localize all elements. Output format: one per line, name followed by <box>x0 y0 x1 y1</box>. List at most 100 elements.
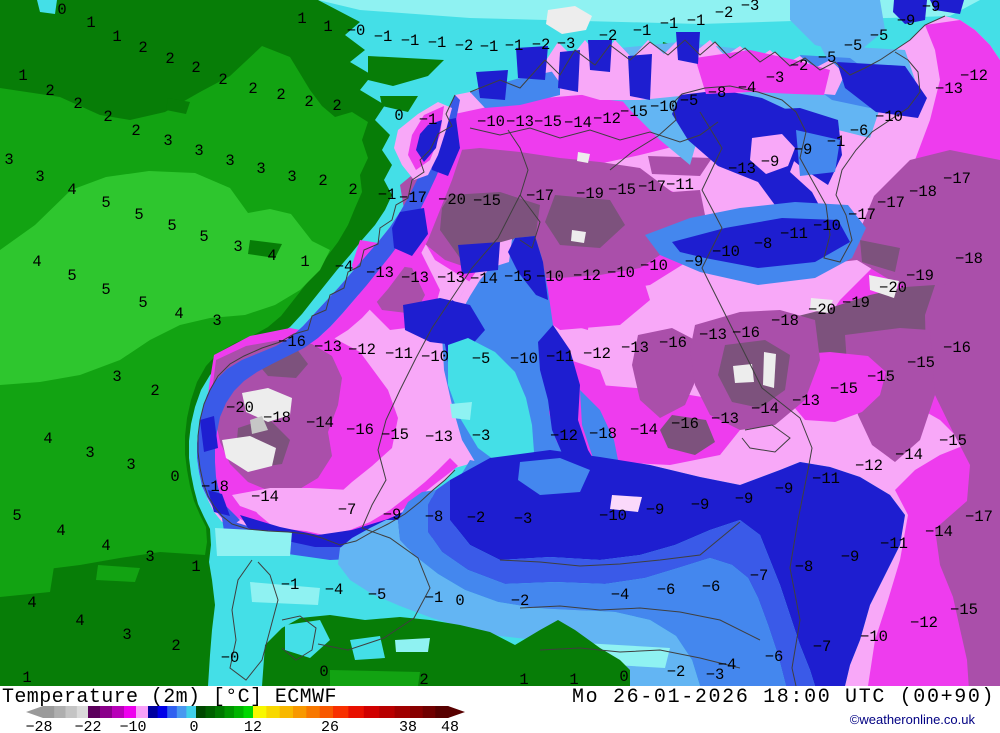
svg-text:1: 1 <box>569 671 578 686</box>
svg-text:2: 2 <box>332 97 341 115</box>
svg-text:0: 0 <box>319 663 328 681</box>
svg-text:−12: −12 <box>583 345 611 363</box>
svg-text:−10: −10 <box>477 113 505 131</box>
svg-text:−9: −9 <box>383 506 402 524</box>
svg-text:−18: −18 <box>771 312 799 330</box>
svg-text:0: 0 <box>619 668 628 686</box>
svg-text:−5: −5 <box>818 49 837 67</box>
svg-text:2: 2 <box>248 80 257 98</box>
svg-text:−13: −13 <box>401 269 429 287</box>
svg-text:−10: −10 <box>607 264 635 282</box>
svg-text:2: 2 <box>165 50 174 68</box>
svg-text:−1: −1 <box>827 133 846 151</box>
svg-text:3: 3 <box>256 160 265 178</box>
svg-text:−11: −11 <box>385 345 413 363</box>
svg-text:26: 26 <box>321 719 339 733</box>
svg-text:−10: −10 <box>119 719 146 733</box>
svg-text:3: 3 <box>122 626 131 644</box>
svg-text:−15: −15 <box>473 192 501 210</box>
svg-text:−7: −7 <box>338 501 357 519</box>
svg-text:2: 2 <box>103 108 112 126</box>
svg-text:©weatheronline.co.uk: ©weatheronline.co.uk <box>850 712 976 727</box>
svg-text:−19: −19 <box>576 185 604 203</box>
svg-text:−10: −10 <box>510 350 538 368</box>
svg-text:Mo 26-01-2026 18:00 UTC (00+90: Mo 26-01-2026 18:00 UTC (00+90) <box>572 686 995 709</box>
svg-text:−5: −5 <box>368 586 387 604</box>
svg-text:48: 48 <box>441 719 459 733</box>
svg-text:−14: −14 <box>251 488 279 506</box>
svg-text:−14: −14 <box>895 446 923 464</box>
svg-text:3: 3 <box>126 456 135 474</box>
svg-text:−4: −4 <box>738 79 757 97</box>
svg-text:0: 0 <box>394 107 403 125</box>
svg-text:−2: −2 <box>667 663 686 681</box>
svg-text:−17: −17 <box>877 194 905 212</box>
svg-text:−18: −18 <box>263 409 291 427</box>
svg-text:−16: −16 <box>732 324 760 342</box>
svg-text:−1: −1 <box>374 28 393 46</box>
svg-text:−1: −1 <box>428 34 447 52</box>
svg-text:1: 1 <box>18 67 27 85</box>
svg-text:−3: −3 <box>472 427 491 445</box>
svg-text:−12: −12 <box>593 110 621 128</box>
svg-text:−4: −4 <box>325 581 344 599</box>
svg-text:−10: −10 <box>536 268 564 286</box>
svg-text:−10: −10 <box>712 243 740 261</box>
svg-text:−9: −9 <box>922 0 941 16</box>
svg-text:1: 1 <box>297 10 306 28</box>
svg-text:2: 2 <box>45 82 54 100</box>
svg-text:−17: −17 <box>965 508 993 526</box>
svg-text:−8: −8 <box>425 508 444 526</box>
svg-text:−3: −3 <box>766 69 785 87</box>
svg-text:−10: −10 <box>875 108 903 126</box>
svg-text:2: 2 <box>276 86 285 104</box>
svg-text:4: 4 <box>67 181 76 199</box>
svg-text:−2: −2 <box>790 57 809 75</box>
svg-text:−11: −11 <box>780 225 808 243</box>
svg-text:−18: −18 <box>201 478 229 496</box>
svg-text:−13: −13 <box>792 392 820 410</box>
svg-text:−20: −20 <box>226 399 254 417</box>
svg-text:1: 1 <box>519 671 528 686</box>
svg-text:−2: −2 <box>511 592 530 610</box>
svg-text:−17: −17 <box>848 206 876 224</box>
svg-text:0: 0 <box>189 719 198 733</box>
svg-text:−15: −15 <box>907 354 935 372</box>
svg-text:−2: −2 <box>467 509 486 527</box>
svg-text:−13: −13 <box>621 339 649 357</box>
svg-text:−14: −14 <box>470 270 498 288</box>
svg-text:−6: −6 <box>702 578 721 596</box>
svg-text:−17: −17 <box>638 178 666 196</box>
svg-text:−14: −14 <box>751 400 779 418</box>
svg-text:−10: −10 <box>421 348 449 366</box>
svg-text:−4: −4 <box>611 586 630 604</box>
svg-text:−13: −13 <box>314 338 342 356</box>
svg-text:3: 3 <box>233 238 242 256</box>
svg-text:−14: −14 <box>630 421 658 439</box>
svg-text:−8: −8 <box>795 558 814 576</box>
svg-text:−9: −9 <box>775 480 794 498</box>
svg-text:−0: −0 <box>221 649 240 667</box>
svg-text:−9: −9 <box>646 501 665 519</box>
svg-text:−1: −1 <box>401 32 420 50</box>
svg-text:5: 5 <box>67 267 76 285</box>
svg-text:3: 3 <box>85 444 94 462</box>
svg-text:5: 5 <box>101 281 110 299</box>
svg-text:−11: −11 <box>546 348 574 366</box>
svg-text:3: 3 <box>4 151 13 169</box>
svg-text:3: 3 <box>35 168 44 186</box>
svg-text:−6: −6 <box>765 648 784 666</box>
svg-text:2: 2 <box>171 637 180 655</box>
svg-text:−13: −13 <box>506 113 534 131</box>
svg-text:3: 3 <box>287 168 296 186</box>
svg-text:−4: −4 <box>718 656 737 674</box>
svg-text:2: 2 <box>419 671 428 686</box>
svg-text:−9: −9 <box>761 153 780 171</box>
svg-text:−1: −1 <box>378 186 397 204</box>
svg-text:−15: −15 <box>504 268 532 286</box>
svg-text:4: 4 <box>174 305 183 323</box>
svg-text:0: 0 <box>170 468 179 486</box>
svg-text:5: 5 <box>134 206 143 224</box>
svg-text:1: 1 <box>112 28 121 46</box>
svg-text:−11: −11 <box>880 535 908 553</box>
